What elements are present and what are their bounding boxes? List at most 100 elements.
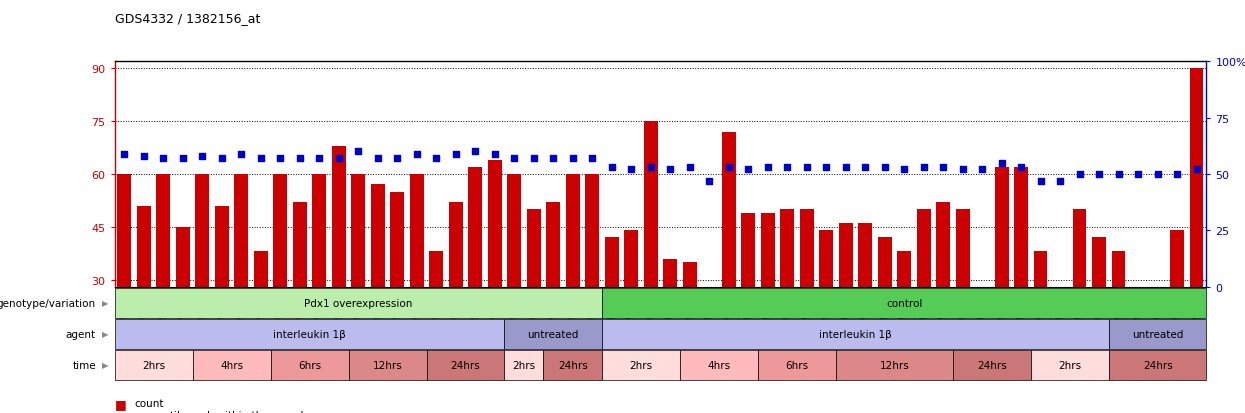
Bar bbox=[293, 203, 306, 385]
Bar bbox=[1015, 167, 1028, 385]
Bar bbox=[115, 350, 193, 380]
Bar bbox=[332, 146, 346, 385]
Text: untreated: untreated bbox=[1132, 329, 1183, 339]
Bar bbox=[781, 210, 794, 385]
Text: agent: agent bbox=[66, 329, 96, 339]
Point bbox=[1089, 171, 1109, 178]
Bar bbox=[975, 308, 989, 385]
Point bbox=[992, 160, 1012, 166]
Point bbox=[777, 164, 797, 171]
Text: 6hrs: 6hrs bbox=[298, 360, 321, 370]
Point bbox=[641, 164, 661, 171]
Bar bbox=[1132, 287, 1145, 385]
Bar bbox=[680, 350, 758, 380]
Bar bbox=[274, 174, 288, 385]
Bar bbox=[234, 174, 248, 385]
Point bbox=[972, 167, 992, 173]
Point bbox=[601, 164, 621, 171]
Point bbox=[835, 164, 855, 171]
Text: 4hrs: 4hrs bbox=[707, 360, 731, 370]
Point bbox=[173, 155, 193, 162]
Point bbox=[952, 167, 972, 173]
Bar bbox=[193, 350, 270, 380]
Point bbox=[680, 164, 700, 171]
Point bbox=[660, 167, 680, 173]
Bar bbox=[898, 252, 911, 385]
Bar bbox=[1033, 252, 1047, 385]
Point bbox=[426, 155, 446, 162]
Point bbox=[1186, 167, 1206, 173]
Bar bbox=[115, 288, 603, 318]
Point bbox=[270, 155, 290, 162]
Bar bbox=[835, 350, 952, 380]
Text: Pdx1 overexpression: Pdx1 overexpression bbox=[304, 298, 412, 308]
Bar bbox=[544, 350, 603, 380]
Text: 24hrs: 24hrs bbox=[451, 360, 481, 370]
Bar bbox=[936, 203, 950, 385]
Text: 2hrs: 2hrs bbox=[630, 360, 652, 370]
Point bbox=[563, 155, 583, 162]
Bar bbox=[761, 213, 774, 385]
Point bbox=[797, 164, 817, 171]
Bar bbox=[430, 252, 443, 385]
Point bbox=[367, 155, 387, 162]
Bar bbox=[312, 174, 326, 385]
Bar bbox=[349, 350, 427, 380]
Point bbox=[524, 155, 544, 162]
Point bbox=[387, 155, 407, 162]
Bar bbox=[684, 262, 696, 385]
Point bbox=[894, 167, 914, 173]
Bar bbox=[427, 350, 504, 380]
Bar bbox=[157, 174, 171, 385]
Bar bbox=[916, 210, 930, 385]
Bar bbox=[1170, 231, 1184, 385]
Point bbox=[1051, 178, 1071, 185]
Text: 24hrs: 24hrs bbox=[977, 360, 1007, 370]
Bar bbox=[254, 252, 268, 385]
Text: 12hrs: 12hrs bbox=[372, 360, 402, 370]
Text: ■: ■ bbox=[115, 397, 126, 410]
Point bbox=[817, 164, 837, 171]
Bar bbox=[1092, 238, 1106, 385]
Text: 2hrs: 2hrs bbox=[513, 360, 535, 370]
Bar bbox=[741, 213, 754, 385]
Bar bbox=[1109, 319, 1206, 349]
Bar bbox=[371, 185, 385, 385]
Bar bbox=[270, 350, 349, 380]
Point bbox=[446, 151, 466, 157]
Text: percentile rank within the sample: percentile rank within the sample bbox=[134, 410, 310, 413]
Bar bbox=[215, 206, 229, 385]
Point bbox=[1031, 178, 1051, 185]
Bar bbox=[799, 210, 813, 385]
Point bbox=[329, 155, 349, 162]
Bar bbox=[527, 210, 540, 385]
Bar bbox=[508, 174, 522, 385]
Point bbox=[407, 151, 427, 157]
Bar bbox=[1190, 69, 1204, 385]
Bar bbox=[952, 350, 1031, 380]
Bar bbox=[176, 227, 189, 385]
Bar bbox=[819, 231, 833, 385]
Point bbox=[192, 153, 212, 160]
Text: GDS4332 / 1382156_at: GDS4332 / 1382156_at bbox=[115, 12, 260, 24]
Bar bbox=[115, 319, 504, 349]
Bar bbox=[605, 238, 619, 385]
Bar bbox=[995, 167, 1008, 385]
Bar bbox=[488, 160, 502, 385]
Text: genotype/variation: genotype/variation bbox=[0, 298, 96, 308]
Point bbox=[1069, 171, 1089, 178]
Bar bbox=[1150, 298, 1164, 385]
Point bbox=[1168, 171, 1188, 178]
Bar bbox=[566, 174, 580, 385]
Point bbox=[466, 149, 486, 155]
Bar bbox=[664, 259, 677, 385]
Point bbox=[1128, 171, 1148, 178]
Point bbox=[153, 155, 173, 162]
Text: interleukin 1β: interleukin 1β bbox=[819, 329, 891, 339]
Bar bbox=[1031, 350, 1109, 380]
Bar bbox=[1073, 210, 1087, 385]
Bar bbox=[547, 203, 560, 385]
Point bbox=[232, 151, 251, 157]
Bar bbox=[722, 132, 736, 385]
Point bbox=[212, 155, 232, 162]
